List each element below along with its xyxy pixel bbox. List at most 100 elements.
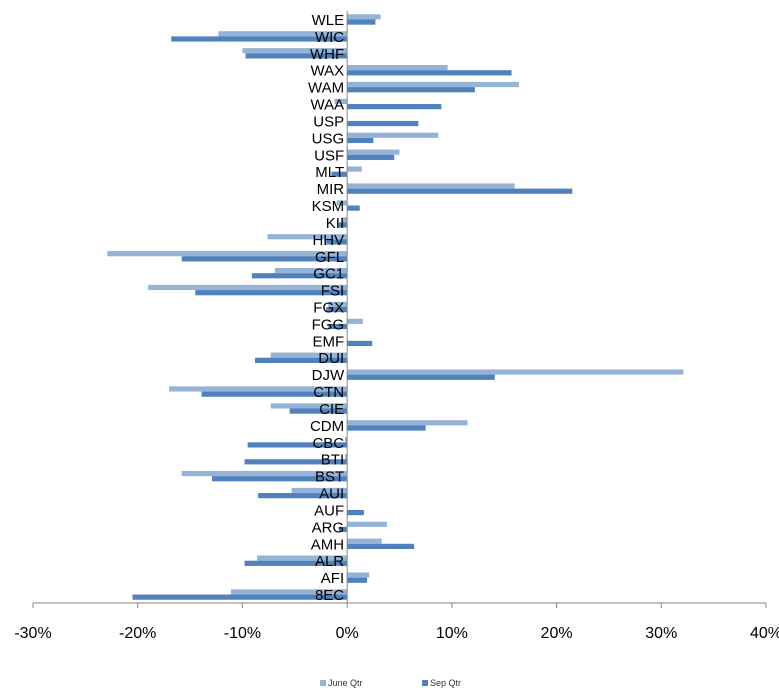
bar-mlt-series-2: [331, 171, 348, 177]
x-ticks-group: -30% -20% -10% 0% 10% 20% 30% 40%: [14, 603, 779, 642]
bar-alr-series-1: [257, 555, 348, 561]
x-tick-label: 20%: [541, 625, 573, 642]
bar-aui-series-1: [291, 487, 348, 494]
category-label-ctn: CTN: [313, 384, 344, 401]
bar-whf-series-2: [245, 53, 348, 59]
bar-gc1-series-1: [274, 267, 348, 274]
bar-gfl-series-2: [181, 256, 348, 262]
category-label-djw: DJW: [312, 367, 345, 384]
x-tick-label: 0%: [336, 625, 359, 642]
bar-gfl-series-1: [107, 251, 348, 257]
bar-mir-series-2: [347, 188, 573, 194]
category-label-bti: BTI: [321, 452, 344, 469]
bar-fgg-series-1: [347, 318, 363, 324]
category-label-cdm: CDM: [310, 418, 344, 435]
bar-kii-series-2: [338, 222, 348, 228]
bar-cie-series-1: [270, 403, 348, 409]
category-label-gc1: GC1: [313, 266, 344, 283]
category-label-dui: DUI: [318, 350, 344, 367]
legend-label-series-2: Sep Qtr: [430, 678, 461, 688]
bar-usf-series-2: [347, 154, 395, 160]
bar-wax-series-2: [347, 70, 512, 76]
bar-bti-series-1: [345, 454, 348, 460]
bar-usg-series-1: [347, 132, 439, 138]
bar-mir-series-1: [347, 183, 515, 189]
bar-ctn-series-1: [169, 386, 348, 392]
category-label-arg: ARG: [312, 519, 345, 536]
bar-wam-series-1: [347, 81, 519, 88]
category-label-wam: WAM: [308, 80, 344, 97]
bar-waa-series-2: [347, 104, 442, 110]
x-tick-label: 30%: [645, 625, 677, 642]
category-label-afi: AFI: [321, 570, 344, 587]
category-label-wax: WAX: [311, 63, 345, 80]
bar-aui-series-2: [258, 493, 348, 499]
category-label-bst: BST: [315, 469, 344, 486]
category-label-ksm: KSM: [312, 198, 345, 215]
bar-arg-series-1: [347, 521, 387, 527]
bar-bti-series-2: [244, 459, 348, 465]
category-labels-group: WLEWICWHFWAXWAMWAAUSPUSGUSFMLTMIRKSMKIIH…: [308, 12, 345, 604]
category-label-mlt: MLT: [315, 164, 344, 181]
bar-auf-series-2: [347, 509, 364, 516]
legend-label-series-1: June Qtr: [328, 678, 363, 688]
bar-cdm-series-2: [347, 425, 426, 431]
category-label-mir: MIR: [317, 181, 345, 198]
bar-amh-series-2: [347, 543, 415, 549]
bar-ctn-series-2: [201, 391, 348, 397]
bar-dui-series-1: [270, 352, 348, 358]
category-label-waa: WAA: [311, 97, 345, 114]
bar-alr-series-2: [244, 560, 348, 566]
x-tick-label: 10%: [436, 625, 468, 642]
bar-waa-series-1: [334, 98, 348, 105]
category-label-fgg: FGG: [312, 316, 345, 333]
category-label-alr: ALR: [315, 553, 344, 570]
category-label-aui: AUI: [319, 486, 344, 503]
bar-amh-series-1: [347, 538, 382, 544]
category-label-usf: USF: [314, 147, 344, 164]
bar-gc1-series-2: [251, 273, 348, 279]
bar-usp-series-2: [347, 120, 419, 127]
bar-usg-series-2: [347, 137, 374, 144]
category-label-cbc: CBC: [312, 435, 344, 452]
category-label-8ec: 8EC: [315, 587, 344, 604]
category-label-fgx: FGX: [313, 300, 344, 317]
bar-cbc-series-2: [247, 442, 348, 448]
bar-wam-series-2: [347, 87, 475, 93]
legend: June Qtr Sep Qtr: [320, 678, 461, 688]
bar-ksm-series-1: [336, 200, 348, 206]
category-label-gfl: GFL: [315, 249, 344, 266]
bar-hhv-series-2: [326, 239, 348, 245]
bar-bst-series-2: [212, 476, 348, 482]
category-label-cie: CIE: [319, 401, 344, 418]
bars-group: [107, 14, 684, 600]
legend-swatch-series-2: [422, 680, 428, 686]
category-label-kii: KII: [326, 215, 344, 232]
x-tick-label: -20%: [119, 625, 156, 642]
bar-8ec-series-2: [132, 594, 348, 600]
bar-dui-series-2: [254, 357, 348, 363]
bar-8ec-series-1: [230, 589, 348, 595]
bar-ksm-series-2: [347, 205, 360, 211]
bar-wle-series-2: [347, 19, 376, 25]
category-label-usp: USP: [313, 113, 344, 130]
category-label-whf: WHF: [310, 46, 344, 63]
legend-swatch-series-1: [320, 680, 326, 686]
bar-bst-series-1: [181, 470, 348, 477]
bar-afi-series-2: [347, 577, 368, 583]
bar-fgx-series-1: [328, 301, 348, 307]
x-tick-label: -10%: [224, 625, 261, 642]
category-label-hhv: HHV: [312, 232, 344, 249]
category-label-auf: AUF: [314, 502, 344, 519]
bar-fsi-series-1: [148, 284, 348, 291]
category-label-emf: EMF: [312, 333, 344, 350]
bar-mlt-series-1: [347, 166, 362, 172]
bar-hhv-series-1: [267, 234, 348, 240]
bar-fsi-series-2: [195, 290, 348, 296]
bar-usf-series-1: [347, 149, 400, 155]
category-label-fsi: FSI: [321, 283, 344, 300]
bar-wic-series-2: [171, 36, 348, 42]
bar-whf-series-1: [242, 48, 348, 54]
bar-cdm-series-1: [347, 420, 468, 426]
